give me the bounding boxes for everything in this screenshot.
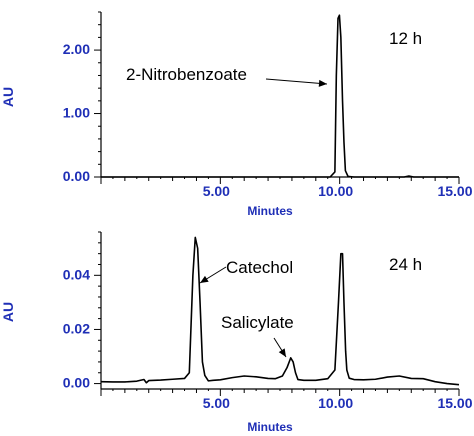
panel2-x-tick-label: 5.00 xyxy=(203,395,230,411)
panel2-annotation-arrow-head xyxy=(278,348,286,357)
panel2-time-label: 24 h xyxy=(389,255,422,274)
panel1-y-axis-label: AU xyxy=(0,87,16,107)
panel2-x-tick-label: 15.00 xyxy=(437,395,472,411)
panel2-annotation-arrow-head xyxy=(200,275,209,283)
panel2-y-axis-label: AU xyxy=(0,302,16,322)
panel2-y-tick-label: 0.04 xyxy=(63,266,90,282)
panel2-x-axis-label: Minutes xyxy=(247,420,293,434)
panel1-series-1-line xyxy=(101,14,459,178)
panel1-annotation-arrow-line xyxy=(265,78,328,85)
panel2-chart: 5.00 10.00 15.00 0.00 0.02 0.04 Minutes AU 24 h C… xyxy=(0,231,473,434)
panel2-annotation-label: Catechol xyxy=(226,258,293,277)
panel2-x-tick-label: 10.00 xyxy=(318,395,353,411)
panel1-chart: 5.00 10.00 15.00 0.00 1.00 2.00 Minutes AU 12 h 2… xyxy=(0,11,473,218)
panel1-x-tick-label: 15.00 xyxy=(437,183,472,199)
panel1-y-tick-label: 2.00 xyxy=(63,41,90,57)
panel1-y-tick-label: 1.00 xyxy=(63,105,90,121)
panel2-annotation-label: Salicylate xyxy=(221,313,294,332)
panel1-x-axis-label: Minutes xyxy=(247,204,293,218)
panel2-series-1-line xyxy=(100,236,460,386)
panel2-y-tick-label: 0.00 xyxy=(63,375,90,391)
panel1-annotation-arrow-head xyxy=(318,79,327,87)
panel2-y-tick-label: 0.02 xyxy=(63,320,90,336)
panel1-x-tick-label: 10.00 xyxy=(318,183,353,199)
panel1-x-tick-label: 5.00 xyxy=(203,183,230,199)
panel1-time-label: 12 h xyxy=(389,29,422,48)
panel1-annotation-label: 2-Nitrobenzoate xyxy=(126,65,247,84)
panel1-y-tick-label: 0.00 xyxy=(63,168,90,184)
